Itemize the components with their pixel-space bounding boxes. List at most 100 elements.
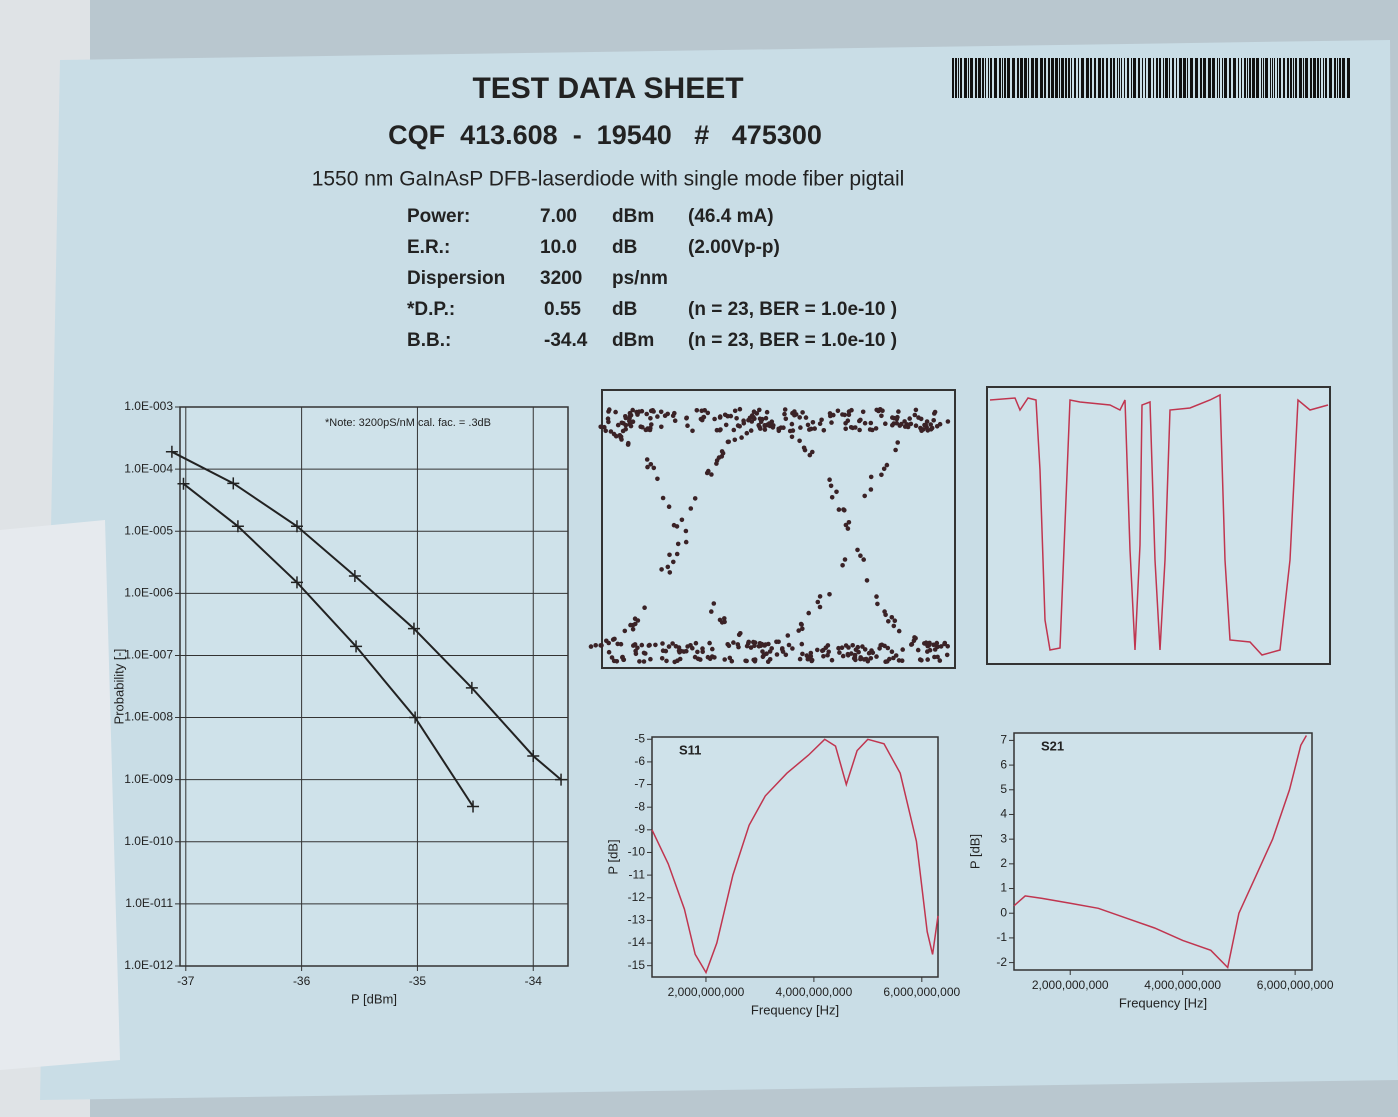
- y-tick-label: 1.0E-012: [124, 958, 173, 972]
- eye-dot: [928, 422, 933, 427]
- eye-dot: [925, 657, 930, 662]
- eye-dot: [846, 412, 852, 418]
- eye-dot: [798, 425, 803, 430]
- eye-dot: [640, 424, 645, 430]
- eye-dot: [599, 643, 604, 648]
- bar-stripe: [1295, 58, 1297, 98]
- y-axis-label: P [dB]: [605, 839, 620, 874]
- x-tick-label: -36: [293, 974, 311, 988]
- y-tick-label: -8: [634, 799, 645, 813]
- eye-dot: [806, 610, 811, 616]
- bar-stripe: [1233, 58, 1236, 98]
- eye-dot: [915, 647, 921, 653]
- eye-dot: [809, 657, 815, 663]
- eye-dot: [717, 415, 723, 420]
- param-cell: (46.4 mA): [688, 206, 774, 227]
- eye-dot: [644, 457, 650, 462]
- eye-dot: [695, 649, 700, 655]
- x-tick-label: -37: [177, 974, 195, 988]
- eye-dot: [895, 414, 900, 420]
- eye-dot: [805, 422, 811, 428]
- bar-stripe: [1261, 58, 1262, 98]
- eye-dot: [821, 654, 826, 659]
- eye-dot: [653, 642, 658, 648]
- eye-dot: [819, 417, 824, 423]
- chart-title: S11: [679, 742, 701, 757]
- eye-dot: [723, 422, 729, 428]
- x-tick-label: 4,000,000,000: [776, 985, 853, 999]
- eye-dot: [712, 655, 717, 660]
- eye-dot: [836, 645, 841, 651]
- eye-dot: [752, 416, 757, 422]
- bar-stripe: [1229, 58, 1231, 98]
- eye-dot: [679, 517, 685, 523]
- eye-dots: [588, 406, 951, 665]
- chart-note: *Note: 3200pS/nM cal. fac. = .3dB: [325, 417, 491, 429]
- y-tick-label: 1.0E-006: [124, 586, 173, 600]
- eye-dot: [709, 609, 714, 614]
- eye-dot: [615, 641, 620, 647]
- marker: [350, 640, 363, 653]
- eye-dot: [786, 642, 792, 648]
- eye-dot: [722, 657, 727, 662]
- eye-dot: [799, 641, 805, 647]
- eye-dot: [867, 427, 873, 432]
- eye-dot: [890, 422, 895, 428]
- eye-dot: [828, 483, 834, 489]
- eye-dot: [849, 407, 854, 413]
- eye-dot: [684, 648, 689, 654]
- bar-stripe: [1299, 58, 1302, 98]
- x-tick-label: 2,000,000,000: [668, 985, 745, 999]
- eye-dot: [858, 553, 863, 558]
- bar-stripe: [1190, 58, 1193, 98]
- eye-dot: [911, 638, 917, 643]
- eye-dot: [934, 424, 940, 429]
- eye-dot: [781, 425, 786, 431]
- bar-stripe: [1334, 58, 1336, 98]
- eye-dot: [937, 658, 943, 663]
- eye-dot: [727, 655, 733, 661]
- eye-dot: [731, 640, 736, 645]
- x-tick-label: 6,000,000,000: [1257, 978, 1334, 992]
- eye-dot: [757, 407, 762, 413]
- eye-dot: [780, 646, 785, 651]
- bar-stripe: [999, 58, 1001, 98]
- bar-stripe: [1342, 58, 1345, 98]
- eye-dot: [829, 420, 834, 425]
- bar-stripe: [1124, 58, 1125, 98]
- eye-dot: [837, 650, 842, 655]
- bar-stripe: [1133, 58, 1136, 98]
- eye-dot: [671, 522, 677, 528]
- eye-dot: [933, 642, 939, 648]
- bar-stripe: [1247, 58, 1248, 98]
- subtitle: 1550 nm GaInAsP DFB-laserdiode with sing…: [312, 168, 905, 191]
- eye-dot: [913, 407, 919, 413]
- bar-stripe: [1303, 58, 1304, 98]
- eye-dot: [648, 416, 653, 421]
- bar-stripe: [1081, 58, 1084, 98]
- eye-dot: [744, 430, 750, 436]
- eye-dot: [628, 412, 634, 418]
- fold: [0, 520, 120, 1070]
- eye-dot: [845, 651, 851, 657]
- eye-dot: [919, 427, 924, 432]
- bar-stripe: [955, 58, 957, 98]
- eye-dot: [618, 434, 624, 440]
- chart-title: S21: [1041, 738, 1064, 753]
- marker: [227, 477, 240, 490]
- eye-dot: [868, 656, 874, 661]
- eye-dot: [650, 408, 655, 413]
- eye-dot: [798, 621, 804, 627]
- y-tick-label: -11: [629, 867, 646, 881]
- eye-dot: [660, 648, 666, 653]
- bar-stripe: [1337, 58, 1338, 98]
- bar-stripe: [1169, 58, 1170, 98]
- eye-dot: [790, 646, 795, 651]
- eye-dot: [635, 618, 641, 623]
- y-axis-label: P [dB]: [967, 834, 982, 869]
- bar-stripe: [1274, 58, 1275, 98]
- bar-stripe: [1040, 58, 1043, 98]
- x-tick-label: 2,000,000,000: [1032, 978, 1109, 992]
- bar-stripe: [1035, 58, 1038, 98]
- eye-dot: [666, 504, 672, 510]
